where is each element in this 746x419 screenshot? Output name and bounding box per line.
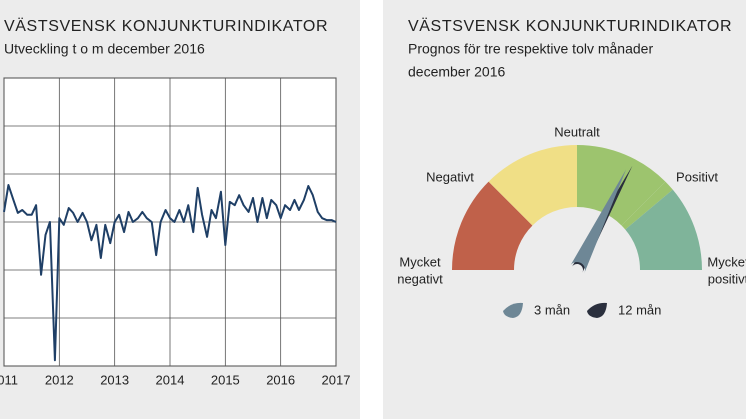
- gauge-segment: [621, 181, 673, 230]
- segment-label: Neutralt: [554, 124, 600, 139]
- chart-title: VÄSTSVENSK KONJUNKTURINDIKATOR: [4, 17, 328, 35]
- segment-label: Mycket: [399, 254, 441, 269]
- gauge-segment: [488, 145, 577, 226]
- segment-label: Positivt: [676, 169, 718, 184]
- x-tick-label: 2015: [211, 372, 240, 387]
- segment-label: negativt: [397, 271, 443, 286]
- x-tick-label: 2013: [100, 372, 129, 387]
- x-tick-label: 2017: [322, 372, 351, 387]
- chart-title: VÄSTSVENSK KONJUNKTURINDIKATOR: [408, 17, 732, 35]
- legend-marker: [503, 302, 523, 318]
- chart-subtitle: Utveckling t o m december 2016: [4, 41, 205, 57]
- needle: [569, 169, 627, 274]
- chart-subtitle: Prognos för tre respektive tolv månader: [408, 41, 653, 57]
- legend-label: 12 mån: [618, 302, 661, 317]
- legend-marker: [587, 302, 607, 318]
- segment-label: Negativt: [426, 169, 474, 184]
- x-tick-label: 2011: [0, 372, 18, 387]
- gauge-segment: [625, 189, 702, 270]
- gauge-segment: [452, 181, 533, 270]
- x-tick-label: 2016: [266, 372, 295, 387]
- segment-label: positivt: [708, 271, 746, 286]
- segment-label: Mycket: [707, 254, 746, 269]
- x-tick-label: 2012: [45, 372, 74, 387]
- chart-subtitle: december 2016: [408, 64, 506, 80]
- data-line: [3, 184, 337, 362]
- legend-label: 3 mån: [534, 302, 570, 317]
- x-tick-label: 2014: [156, 372, 185, 387]
